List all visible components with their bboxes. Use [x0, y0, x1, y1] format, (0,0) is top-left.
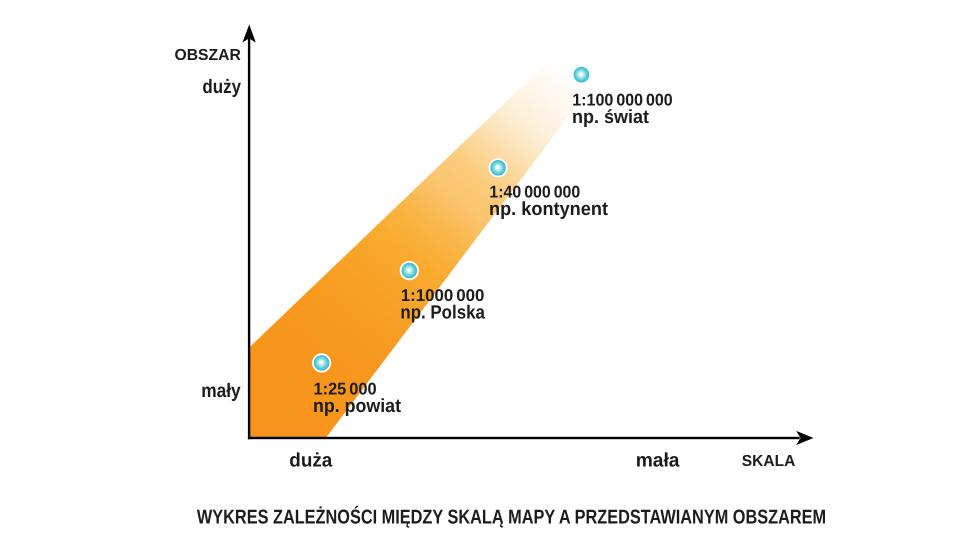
svg-text:np. powiat: np. powiat: [313, 396, 402, 417]
svg-text:np. kontynent: np. kontynent: [489, 199, 609, 220]
svg-text:1:1000: 1:1000: [401, 286, 453, 305]
svg-text:np. Polska: np. Polska: [400, 303, 485, 324]
svg-text:000: 000: [616, 90, 643, 109]
svg-text:1:25: 1:25: [314, 379, 347, 398]
svg-text:duży: duży: [202, 76, 241, 98]
svg-text:WYKRES ZALEŻNOŚCI MIĘDZY SKALĄ: WYKRES ZALEŻNOŚCI MIĘDZY SKALĄ MAPY A PR…: [197, 506, 826, 529]
svg-text:SKALA: SKALA: [742, 453, 796, 470]
svg-text:1:40: 1:40: [489, 182, 521, 201]
svg-text:000: 000: [554, 182, 581, 201]
svg-text:000: 000: [349, 379, 376, 398]
svg-text:mały: mały: [201, 380, 241, 402]
svg-text:mała: mała: [636, 450, 680, 472]
svg-text:1:100: 1:100: [572, 90, 613, 109]
svg-text:duża: duża: [289, 450, 332, 472]
svg-text:000: 000: [456, 286, 484, 305]
svg-text:OBSZAR: OBSZAR: [175, 47, 242, 64]
svg-text:000: 000: [646, 90, 673, 109]
svg-text:000: 000: [524, 182, 551, 201]
svg-text:np. świat: np. świat: [572, 107, 650, 128]
